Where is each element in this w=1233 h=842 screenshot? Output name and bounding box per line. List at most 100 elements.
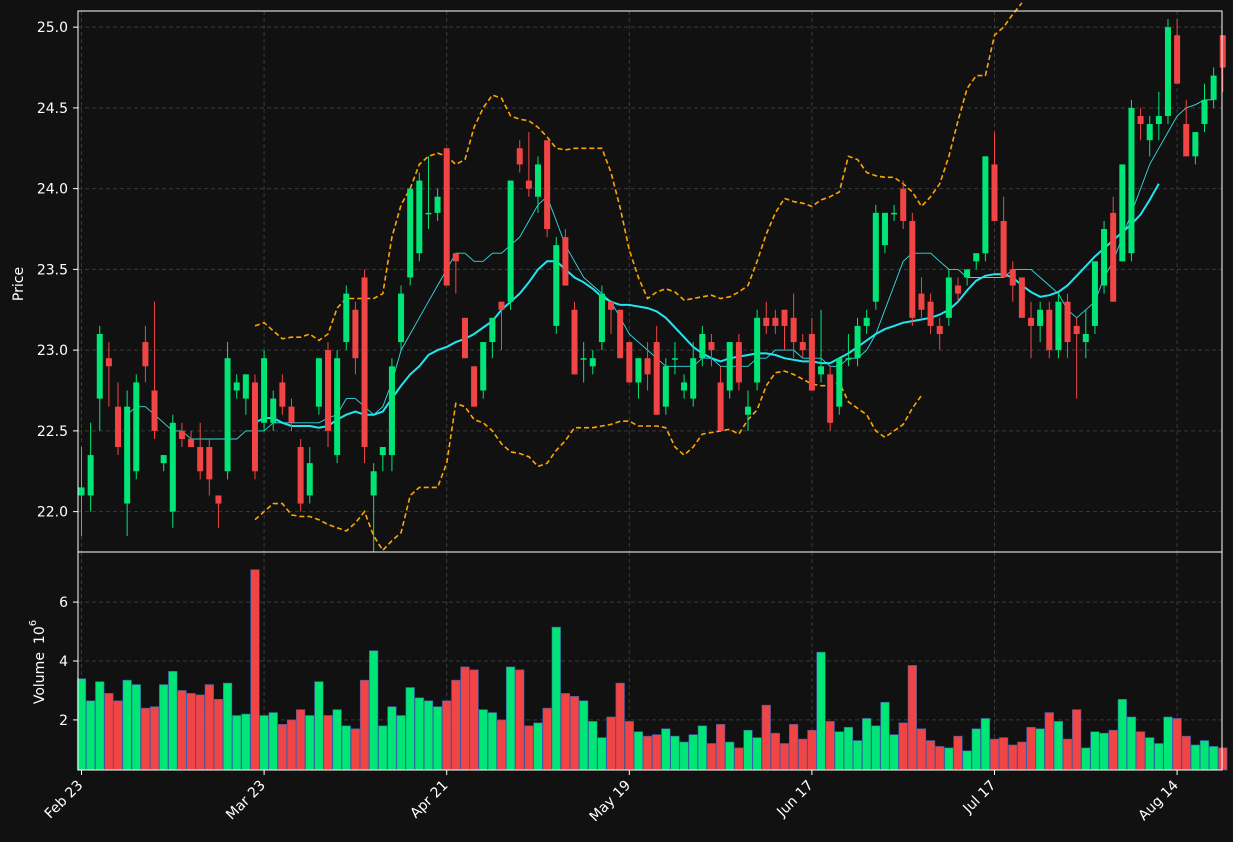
candle-body [754, 317, 761, 383]
volume-bar [1099, 732, 1109, 771]
candle-body [169, 422, 176, 512]
candle-body [188, 438, 195, 448]
candle-body [1073, 325, 1080, 334]
candle-body [1174, 35, 1181, 84]
candle-body [1046, 309, 1053, 351]
volume-bar [560, 693, 570, 771]
candle-body [489, 317, 496, 343]
candle-body [836, 358, 843, 407]
volume-bar [478, 709, 488, 771]
volume-bar [515, 669, 525, 771]
candle-body [242, 374, 249, 399]
candle-body [361, 277, 368, 448]
candle-body [425, 212, 432, 215]
volume-bar [378, 725, 388, 771]
candle-body [918, 293, 925, 310]
candle-body [434, 196, 441, 213]
candle-body [1018, 277, 1025, 318]
volume-bar [496, 719, 507, 771]
volume-axis-label-text: Volume [32, 652, 48, 704]
volume-bar [880, 701, 890, 771]
candle-body [598, 293, 605, 343]
candle-body [671, 358, 678, 360]
candle-body [589, 358, 596, 367]
volume-bar [414, 697, 424, 771]
candle-body [553, 245, 560, 326]
volume-bar [442, 700, 452, 771]
candle-body [115, 406, 122, 448]
volume-bar [871, 725, 881, 771]
volume-bar [962, 750, 972, 771]
candle-body [1146, 124, 1153, 141]
volume-bar [396, 715, 406, 771]
candle-body [498, 301, 505, 310]
candle-body [461, 317, 468, 359]
volume-bar [688, 734, 698, 771]
moving-average-slow-line [254, 183, 1160, 429]
candle-body [1219, 35, 1226, 68]
candle-body [1201, 99, 1208, 125]
volume-bar [222, 682, 233, 771]
candle-body [288, 406, 295, 423]
candle-body [982, 156, 989, 254]
volume-bar [816, 651, 826, 771]
volume-bar [652, 734, 662, 771]
candle-body [379, 447, 386, 456]
volume-bar [1008, 744, 1018, 771]
candle-body [799, 342, 806, 351]
candle-body [1164, 27, 1171, 116]
candle-body [525, 180, 532, 189]
volume-bar [935, 746, 945, 771]
price-panel: 22.0 22.5 23.0 23.5 24.0 24.5 25.0 Price [11, 2, 1226, 553]
candle-body [1009, 269, 1016, 286]
volume-bar [1053, 721, 1064, 771]
candle-body [507, 180, 514, 302]
volume-bar [423, 700, 434, 771]
price-axis-ticks: 22.0 22.5 23.0 23.5 24.0 24.5 25.0 [37, 20, 78, 521]
candle-body [325, 350, 332, 431]
volume-bar [268, 712, 278, 771]
candle-body [178, 430, 185, 439]
volume-bar [807, 729, 817, 771]
volume-bar [241, 713, 251, 771]
bollinger-bands [254, 2, 1023, 552]
candle-body [881, 212, 888, 246]
candle-body [927, 301, 934, 326]
candle-body [909, 220, 916, 318]
volume-bar [989, 738, 1000, 771]
volume-bar [1172, 718, 1182, 771]
volume-tick-label: 6 [59, 595, 68, 611]
volume-bar [916, 728, 927, 771]
candle-body [160, 455, 167, 464]
candle-body [407, 188, 414, 278]
volume-bar [487, 712, 497, 771]
volume-bar [186, 693, 196, 771]
candle-body [726, 342, 733, 391]
volume-bar [770, 732, 780, 771]
candle-body [1064, 301, 1071, 343]
volume-bar [1108, 729, 1118, 771]
candle-body [78, 487, 85, 496]
volume-bar [715, 724, 726, 771]
volume-bar [359, 679, 370, 771]
candle-body [936, 325, 943, 334]
candle-body [845, 358, 852, 360]
volume-bar [1209, 746, 1219, 771]
volume-bar [734, 747, 744, 771]
candle-body [142, 342, 149, 367]
candle-body [1101, 229, 1108, 286]
candle-body [1082, 333, 1089, 343]
volume-bar [980, 718, 990, 771]
volume-bar [843, 726, 854, 771]
volume-bar [286, 719, 297, 771]
volume-bar [277, 724, 287, 771]
volume-bar [706, 743, 717, 771]
volume-bar [1154, 743, 1164, 771]
volume-bar [524, 725, 534, 771]
candle-body [516, 148, 523, 165]
volume-bars [76, 569, 1228, 771]
candle-body [1091, 261, 1098, 326]
candle-body [124, 406, 131, 504]
candle-body [991, 164, 998, 221]
volume-bar [752, 737, 762, 771]
